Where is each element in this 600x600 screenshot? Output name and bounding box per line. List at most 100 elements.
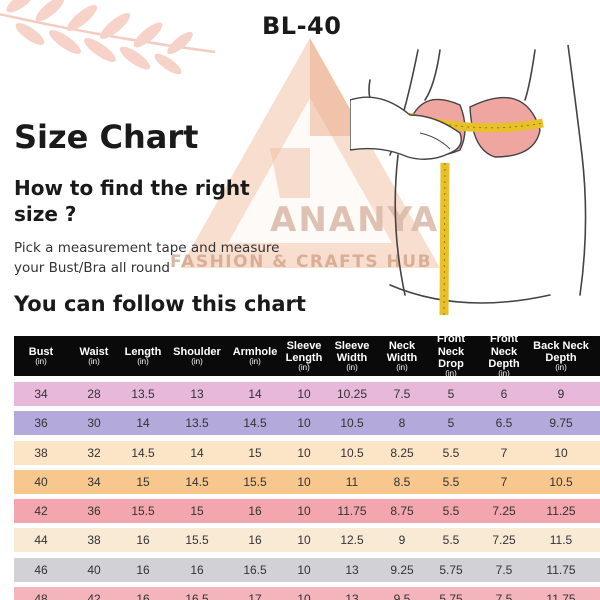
- table-cell: 7: [500, 445, 508, 460]
- measurement-illustration-icon: [350, 45, 587, 315]
- column-header-label: Front Neck Drop: [436, 333, 466, 370]
- column-header-label: Back Neck Depth: [533, 339, 589, 364]
- table-cell: 15: [136, 474, 150, 489]
- table-cell: 13.5: [131, 387, 155, 401]
- table-cell: 8.75: [390, 504, 414, 519]
- column-header: Bust (in): [14, 336, 68, 376]
- leaf-decoration-icon: [0, 0, 216, 75]
- table-cell: 10: [297, 416, 311, 431]
- table-cell: 13: [345, 592, 359, 600]
- table-cell: 11: [345, 474, 359, 489]
- table-cell: 8: [398, 416, 406, 431]
- instructions-text: Pick a measurement tape and measure your…: [14, 240, 280, 277]
- table-cell: 11.5: [549, 533, 573, 548]
- table-cell: 14.5: [243, 416, 267, 431]
- table-row: 38 32 14.5 14 15 10 10.5 8.25 5.5 7 10: [14, 440, 600, 465]
- table-cell: 16: [248, 504, 262, 519]
- table-cell: 9: [557, 387, 565, 401]
- table-cell: 48: [34, 592, 48, 600]
- table-cell: 14: [190, 445, 204, 460]
- column-header: Neck Width (in): [378, 336, 426, 376]
- table-cell: 7.5: [495, 592, 513, 600]
- column-header-label: Sleeve Length: [285, 339, 323, 364]
- column-header: Waist (in): [68, 336, 120, 376]
- table-cell: 16: [136, 562, 150, 577]
- table-cell: 36: [34, 416, 48, 431]
- table-cell: 16: [136, 533, 150, 548]
- table-cell: 34: [34, 387, 48, 401]
- column-header: Shoulder (in): [166, 336, 228, 376]
- table-cell: 10: [297, 533, 311, 548]
- table-cell: 11.25: [546, 504, 576, 519]
- table-cell: 9.25: [390, 562, 414, 577]
- table-cell: 16: [136, 592, 150, 600]
- column-header-label: Front Neck Depth: [488, 333, 520, 370]
- column-header: Back Neck Depth (in): [532, 336, 590, 376]
- table-cell: 10: [554, 445, 568, 460]
- column-header-unit: (in): [191, 356, 203, 366]
- table-cell: 10: [297, 562, 311, 577]
- subheading: How to find the right size ?: [14, 176, 250, 226]
- table-cell: 5: [447, 387, 455, 401]
- table-cell: 16: [248, 533, 262, 548]
- table-cell: 9.75: [549, 416, 573, 431]
- column-header-label: Neck Width: [386, 339, 418, 364]
- table-cell: 11.75: [337, 504, 367, 519]
- table-cell: 6: [500, 387, 508, 401]
- table-body: 34 28 13.5 13 14 10 10.25 7.5 5 6 9 36 30 14 13.5 14.5 1…: [14, 382, 600, 600]
- product-code: BL-40: [262, 12, 342, 40]
- table-cell: 15.5: [243, 474, 267, 489]
- table-cell: 42: [34, 504, 48, 519]
- table-cell: 15: [190, 504, 204, 519]
- column-header-unit: (in): [249, 356, 261, 366]
- size-chart-table: Bust (in) Waist (in) Length (in) Shoulder (in) A…: [14, 333, 600, 600]
- column-header-unit: (in): [396, 362, 408, 372]
- column-header-unit: (in): [498, 368, 510, 378]
- column-header: Sleeve Width (in): [326, 336, 378, 376]
- table-cell: 15.5: [185, 533, 209, 548]
- table-cell: 16: [190, 562, 204, 577]
- table-row: 44 38 16 15.5 16 10 12.5 9 5.5 7.25 11.5: [14, 528, 600, 553]
- table-cell: 10: [297, 592, 311, 600]
- column-header-unit: (in): [555, 362, 567, 372]
- table-cell: 10.5: [340, 445, 364, 460]
- table-cell: 36: [87, 504, 101, 519]
- table-row: 36 30 14 13.5 14.5 10 10.5 8 5 6.5 9.75: [14, 411, 600, 436]
- table-cell: 5.75: [439, 592, 463, 600]
- table-cell: 10: [297, 445, 311, 460]
- table-cell: 10.5: [549, 474, 573, 489]
- table-cell: 5.5: [442, 474, 460, 489]
- table-cell: 9: [398, 533, 406, 548]
- table-row: 48 42 16 16.5 17 10 13 9.5 5.75 7.5 11.75: [14, 587, 600, 600]
- table-cell: 6.5: [495, 416, 513, 431]
- watermark-brand-name: ANANYA: [270, 200, 440, 240]
- table-cell: 17: [248, 592, 262, 600]
- column-header: Length (in): [120, 336, 166, 376]
- table-cell: 11.75: [546, 562, 576, 577]
- table-cell: 10: [297, 504, 311, 519]
- column-header-label: Waist: [79, 345, 109, 358]
- table-cell: 30: [87, 416, 101, 431]
- chart-heading: You can follow this chart: [14, 292, 306, 316]
- table-cell: 38: [87, 533, 101, 548]
- table-cell: 32: [87, 445, 101, 460]
- table-cell: 8.25: [390, 445, 414, 460]
- table-cell: 13: [190, 387, 204, 401]
- table-row: 34 28 13.5 13 14 10 10.25 7.5 5 6 9: [14, 382, 600, 406]
- column-header-unit: (in): [346, 362, 358, 372]
- table-cell: 16.5: [243, 562, 267, 577]
- table-row: 40 34 15 14.5 15.5 10 11 8.5 5.5 7 10.5: [14, 469, 600, 494]
- table-cell: 14.5: [185, 474, 209, 489]
- page-title: Size Chart: [14, 118, 199, 156]
- table-row: 46 40 16 16 16.5 10 13 9.25 5.75 7.5 11.75: [14, 557, 600, 582]
- table-cell: 16.5: [185, 592, 209, 600]
- table-cell: 40: [34, 474, 48, 489]
- table-cell: 15.5: [131, 504, 155, 519]
- column-header-label: Armhole: [232, 345, 278, 358]
- table-cell: 7.5: [393, 387, 411, 401]
- column-header-label: Sleeve Width: [334, 339, 370, 364]
- table-cell: 8.5: [393, 474, 411, 489]
- table-cell: 7.5: [495, 562, 513, 577]
- table-cell: 34: [87, 474, 101, 489]
- table-row: 42 36 15.5 15 16 10 11.75 8.75 5.5 7.25 11.25: [14, 499, 600, 524]
